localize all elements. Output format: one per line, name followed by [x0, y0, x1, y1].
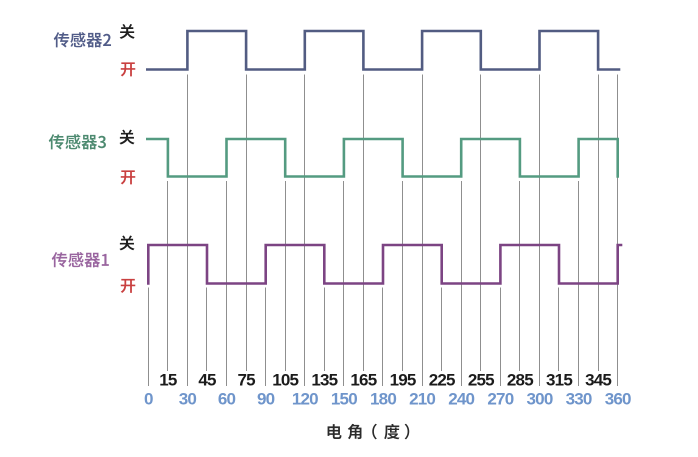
svg-text:105: 105 — [272, 370, 298, 389]
svg-text:225: 225 — [429, 370, 455, 389]
svg-text:165: 165 — [350, 370, 376, 389]
svg-text:270: 270 — [487, 390, 513, 409]
svg-text:315: 315 — [546, 370, 572, 389]
svg-text:90: 90 — [257, 390, 275, 409]
svg-text:300: 300 — [527, 390, 553, 409]
svg-text:30: 30 — [179, 390, 197, 409]
svg-text:210: 210 — [409, 390, 435, 409]
svg-text:75: 75 — [237, 370, 255, 389]
svg-text:15: 15 — [159, 370, 177, 389]
svg-text:45: 45 — [198, 370, 216, 389]
svg-text:135: 135 — [311, 370, 337, 389]
svg-text:330: 330 — [566, 390, 592, 409]
svg-text:150: 150 — [331, 390, 357, 409]
svg-text:0: 0 — [144, 390, 153, 409]
svg-text:360: 360 — [605, 390, 631, 409]
svg-text:60: 60 — [218, 390, 236, 409]
svg-text:195: 195 — [390, 370, 416, 389]
svg-text:285: 285 — [507, 370, 533, 389]
svg-text:240: 240 — [448, 390, 474, 409]
svg-text:345: 345 — [585, 370, 611, 389]
svg-text:255: 255 — [468, 370, 494, 389]
svg-text:180: 180 — [370, 390, 396, 409]
svg-text:120: 120 — [292, 390, 318, 409]
